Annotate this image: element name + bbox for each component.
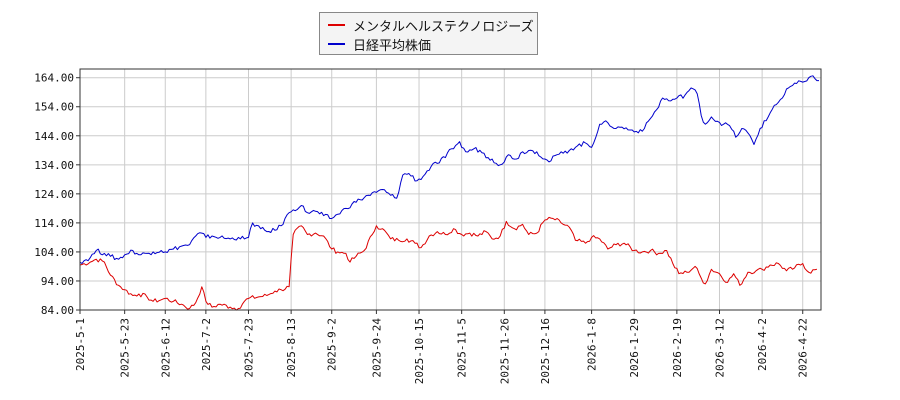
legend-label: 日経平均株価	[353, 38, 432, 54]
y-tick-label: 144.00	[34, 130, 74, 143]
x-tick-label: 2026-4-22	[797, 318, 810, 378]
x-tick-label: 2025-7-23	[243, 318, 256, 378]
y-tick-label: 134.00	[34, 159, 74, 172]
x-tick-label: 2026-3-12	[713, 318, 726, 378]
y-tick-label: 104.00	[34, 246, 74, 259]
legend-swatch-red	[328, 24, 345, 26]
x-tick-label: 2025-7-2	[200, 318, 213, 371]
legend-swatch-blue	[328, 43, 345, 45]
y-tick-label: 114.00	[34, 217, 74, 230]
legend-item-nikkei: 日経平均株価	[328, 35, 432, 54]
x-tick-label: 2026-1-8	[586, 318, 599, 371]
plot-frame	[79, 68, 822, 311]
legend-label: メンタルヘルステクノロジーズ	[353, 19, 534, 35]
x-tick-label: 2025-5-23	[119, 318, 132, 378]
x-tick-label: 2026-4-2	[756, 318, 769, 371]
x-tick-label: 2026-1-29	[628, 318, 641, 378]
y-tick-label: 84.00	[41, 304, 74, 317]
legend-item-mental-health: メンタルヘルステクノロジーズ	[328, 16, 534, 35]
x-tick-label: 2025-9-2	[326, 318, 339, 371]
x-tick-label: 2025-5-1	[74, 318, 87, 371]
x-tick-label: 2025-11-26	[498, 318, 511, 384]
y-tick-label: 94.00	[41, 275, 74, 288]
x-tick-label: 2026-2-19	[671, 318, 684, 378]
x-tick-label: 2025-12-16	[539, 318, 552, 384]
legend: メンタルヘルステクノロジーズ 日経平均株価	[319, 12, 538, 55]
x-tick-label: 2025-10-15	[413, 318, 426, 384]
x-tick-label: 2025-11-5	[456, 318, 469, 378]
x-tick-label: 2025-6-12	[159, 318, 172, 378]
series-line-1	[79, 75, 819, 264]
x-tick-label: 2025-9-24	[370, 318, 383, 378]
x-tick-label: 2025-8-13	[285, 318, 298, 378]
y-tick-label: 154.00	[34, 101, 74, 114]
y-tick-label: 124.00	[34, 188, 74, 201]
grid-lines	[79, 69, 821, 311]
y-tick-label: 164.00	[34, 72, 74, 85]
axis-ticks: 84.00 94.00 104.00 114.00 124.00 134.00 144.00…	[34, 72, 809, 385]
series-lines	[79, 75, 819, 311]
series-line-0	[79, 216, 817, 311]
